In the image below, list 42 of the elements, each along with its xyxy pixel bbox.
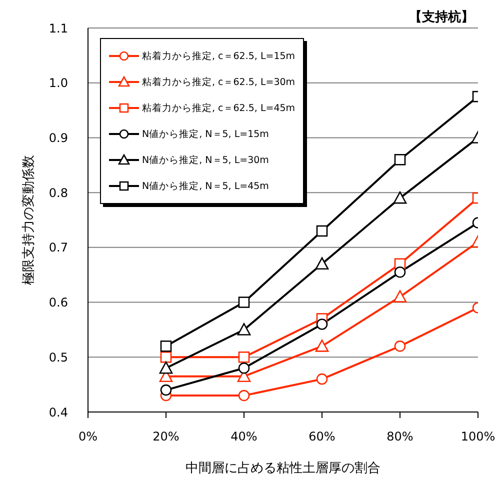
y-tick-label: 1.1 xyxy=(48,21,68,36)
legend-label: 粘着力から推定, c＝62.5, L=15m xyxy=(142,50,296,62)
point xyxy=(160,384,172,396)
point xyxy=(316,225,328,237)
x-tick-label: 20% xyxy=(152,430,180,444)
y-tick-label: 0.8 xyxy=(48,186,68,200)
point xyxy=(393,290,407,302)
y-tick-label: 0.6 xyxy=(48,296,68,310)
point xyxy=(159,361,173,374)
point xyxy=(160,351,172,363)
y-tick-label: 1.0 xyxy=(48,76,68,90)
point xyxy=(160,340,172,352)
point xyxy=(316,318,328,330)
legend-label: N値から推定, N＝5, L=15m xyxy=(142,128,269,140)
chart-title: 【支持杭】 xyxy=(409,8,474,26)
x-tick-label: 100% xyxy=(460,430,496,444)
y-tick-label: 0.7 xyxy=(48,240,68,255)
point xyxy=(394,340,406,352)
x-tick-label: 0% xyxy=(78,430,98,444)
y-tick-label: 0.5 xyxy=(48,350,68,364)
y-axis-title: 極限支持力の変動係数 xyxy=(20,155,37,285)
point xyxy=(394,154,406,166)
x-axis-title: 中間層に占める粘性土層厚の割合 xyxy=(186,461,380,476)
x-tick-label: 40% xyxy=(230,430,258,444)
point xyxy=(315,257,329,270)
point xyxy=(238,351,250,363)
legend-label: 粘着力から推定, c＝62.5, L=45m xyxy=(142,102,296,114)
point xyxy=(238,296,250,308)
legend-label: N値から推定, N＝5, L=45m xyxy=(142,180,269,192)
y-tick-label: 0.9 xyxy=(48,130,68,145)
x-tick-label: 60% xyxy=(308,430,336,444)
point xyxy=(238,362,250,374)
point xyxy=(315,340,329,352)
x-tick-label: 80% xyxy=(386,430,414,444)
point xyxy=(238,390,250,402)
point xyxy=(316,373,328,385)
point xyxy=(237,323,251,336)
y-tick-label: 0.4 xyxy=(48,405,68,420)
point xyxy=(394,266,406,278)
point xyxy=(393,191,407,204)
legend-label: 粘着力から推定, c＝62.5, L=30m xyxy=(142,76,296,88)
legend-label: N値から推定, N＝5, L=30m xyxy=(142,154,269,166)
